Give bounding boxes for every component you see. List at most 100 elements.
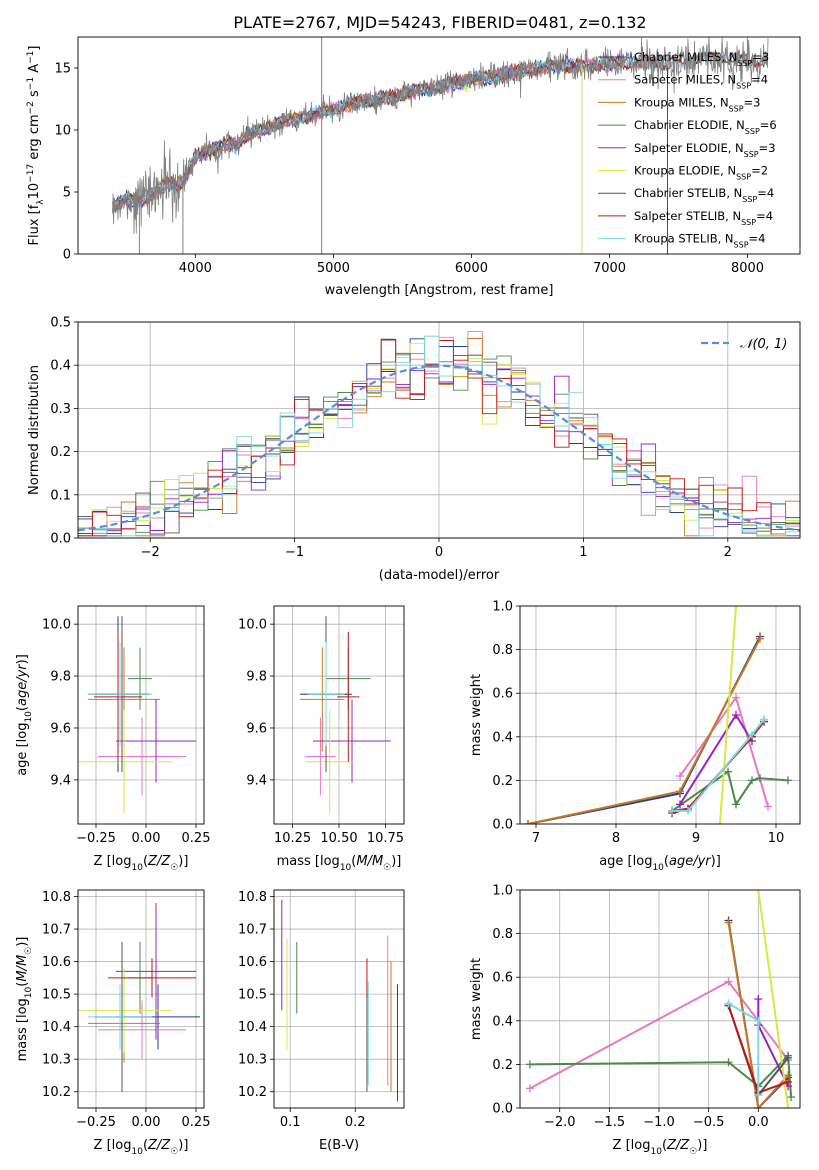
legend-label: Kroupa ELODIE, NSSP=2	[634, 164, 768, 182]
label-part: Z [	[94, 854, 112, 869]
y-tick-label: 9.6	[246, 721, 267, 736]
legend-label-name: Kroupa ELODIE, N	[634, 164, 736, 178]
weight-marker	[724, 999, 733, 1008]
plot-area	[78, 616, 196, 814]
normal-curve	[78, 364, 800, 532]
label-part: −2	[26, 101, 36, 114]
errorbar-point	[128, 647, 152, 710]
label-part: Z [	[94, 1138, 112, 1153]
x-axis-label: Z [log10(Z/Z☉)]	[613, 1138, 708, 1157]
y-tick-label: 0.4	[492, 1014, 513, 1029]
x-tick-label: 2	[724, 545, 732, 560]
label-part: A	[27, 64, 42, 77]
legend-label-sub: SSP	[734, 240, 749, 249]
legend-label-sub: SSP	[737, 59, 752, 68]
x-tick-label: 4000	[179, 261, 212, 276]
label-part: log	[320, 854, 340, 869]
y-tick-label: 1.0	[492, 600, 513, 615]
weight-marker	[784, 1053, 793, 1062]
weight-marker	[754, 1016, 763, 1025]
x-axis-label: Z [log10(Z/Z☉)]	[94, 1138, 189, 1157]
axes-frame	[273, 605, 405, 825]
y-axis-label: mass weight	[469, 958, 484, 1040]
weight-marker	[732, 800, 740, 809]
y-tick-label: 10.4	[238, 1020, 267, 1035]
y-axis-label: age [log10(age/yr)]	[15, 654, 34, 776]
x-tick-label: −1.5	[594, 1115, 626, 1130]
y-tick-label: 9.8	[50, 670, 71, 685]
errorbar-point	[313, 699, 391, 783]
legend: 𝒩(0, 1)	[701, 337, 787, 352]
weight-line	[671, 770, 789, 812]
axes-frame	[77, 36, 801, 255]
y-tick-label: 5	[63, 186, 71, 201]
label-part: mass [	[15, 1018, 30, 1061]
legend-label-count: =3	[744, 95, 761, 109]
weight-marker	[724, 918, 733, 927]
panel-mass-weight-vs-Z: −2.0 −1.5 −1.0 −0.5 0.0 0.0 0.2 0.4 0.6 0.8 1.0 Z […	[469, 884, 801, 1157]
legend-label-sub: SSP	[741, 217, 756, 226]
x-tick-label: 0.00	[132, 1115, 161, 1130]
label-part: ☉	[170, 863, 178, 873]
x-axis-label: (data-model)/error	[379, 568, 500, 583]
label-part: log	[15, 998, 30, 1018]
plot-area	[78, 331, 800, 537]
label-part: s	[27, 90, 42, 101]
label-part: log	[15, 723, 30, 743]
x-tick-label: 8	[612, 831, 620, 846]
y-tick-label: 10	[54, 124, 71, 139]
label-part: −1	[26, 51, 36, 64]
y-tick-label: 0.0	[492, 1102, 513, 1117]
observed-spectrum	[112, 37, 769, 235]
weight-marker	[724, 1058, 733, 1067]
x-tick-label: 10.50	[320, 831, 357, 846]
errorbar-point	[98, 1000, 186, 1060]
y-tick-label: 0.4	[492, 730, 513, 745]
label-part: E(B-V)	[319, 1138, 359, 1153]
legend-label-sub: SSP	[729, 104, 744, 113]
plot-area	[281, 899, 398, 1102]
x-tick-label: 0.25	[182, 1115, 211, 1130]
weight-marker	[748, 730, 756, 739]
x-tick-label: 1	[579, 545, 587, 560]
y-tick-label: 0.8	[492, 643, 513, 658]
label-part: age [	[599, 854, 632, 869]
label-part: ☉	[24, 947, 34, 955]
label-part: log	[631, 1138, 651, 1153]
errorbar-point	[305, 709, 354, 814]
panel-age-vs-mass: 10.25 10.50 10.75 9.4 9.6 9.8 10.0 mass [log10(…	[238, 605, 405, 873]
label-part: 10	[652, 863, 664, 873]
errorbar-point	[116, 903, 196, 1040]
x-axis-label: E(B-V)	[319, 1138, 359, 1153]
label-part: λ	[36, 199, 46, 205]
weight-line	[679, 695, 769, 807]
label-part: Z/Z	[147, 854, 171, 869]
weight-marker	[754, 1104, 763, 1108]
y-tick-label: 10.7	[42, 923, 71, 938]
weight-marker	[784, 1104, 793, 1108]
label-part: Flux [f	[27, 204, 42, 245]
y-tick-label: 0.2	[492, 774, 513, 789]
legend-label: Salpeter STELIB, NSSP=4	[634, 209, 773, 227]
y-tick-label: 10.3	[42, 1053, 71, 1068]
weight-marker	[787, 1093, 796, 1102]
panel-mass-vs-EBV: 0.1 0.2 10.2 10.3 10.4 10.5 10.6 10.7 10.8 E(B-V)	[238, 889, 405, 1153]
errorbar-point	[78, 709, 172, 814]
legend-label-name: Salpeter STELIB, N	[634, 209, 741, 223]
y-tick-label: 9.4	[246, 773, 267, 788]
label-part: )]	[391, 854, 401, 869]
label-part: Z [	[613, 1138, 631, 1153]
legend-label-name: Kroupa MILES, N	[634, 95, 729, 109]
label-part: M/M	[15, 955, 30, 982]
weight-line	[527, 636, 761, 824]
x-tick-label: 10	[768, 831, 785, 846]
label-part: ]	[27, 46, 42, 51]
x-axis-label: Z [log10(Z/Z☉)]	[94, 854, 189, 873]
x-tick-label: 0.2	[345, 1115, 366, 1130]
errorbar-point	[78, 968, 172, 1053]
label-part: M/M	[356, 854, 383, 869]
x-tick-label: −0.5	[693, 1115, 725, 1130]
legend-label-sub: SSP	[742, 195, 757, 204]
y-tick-label: 0.5	[50, 316, 71, 331]
